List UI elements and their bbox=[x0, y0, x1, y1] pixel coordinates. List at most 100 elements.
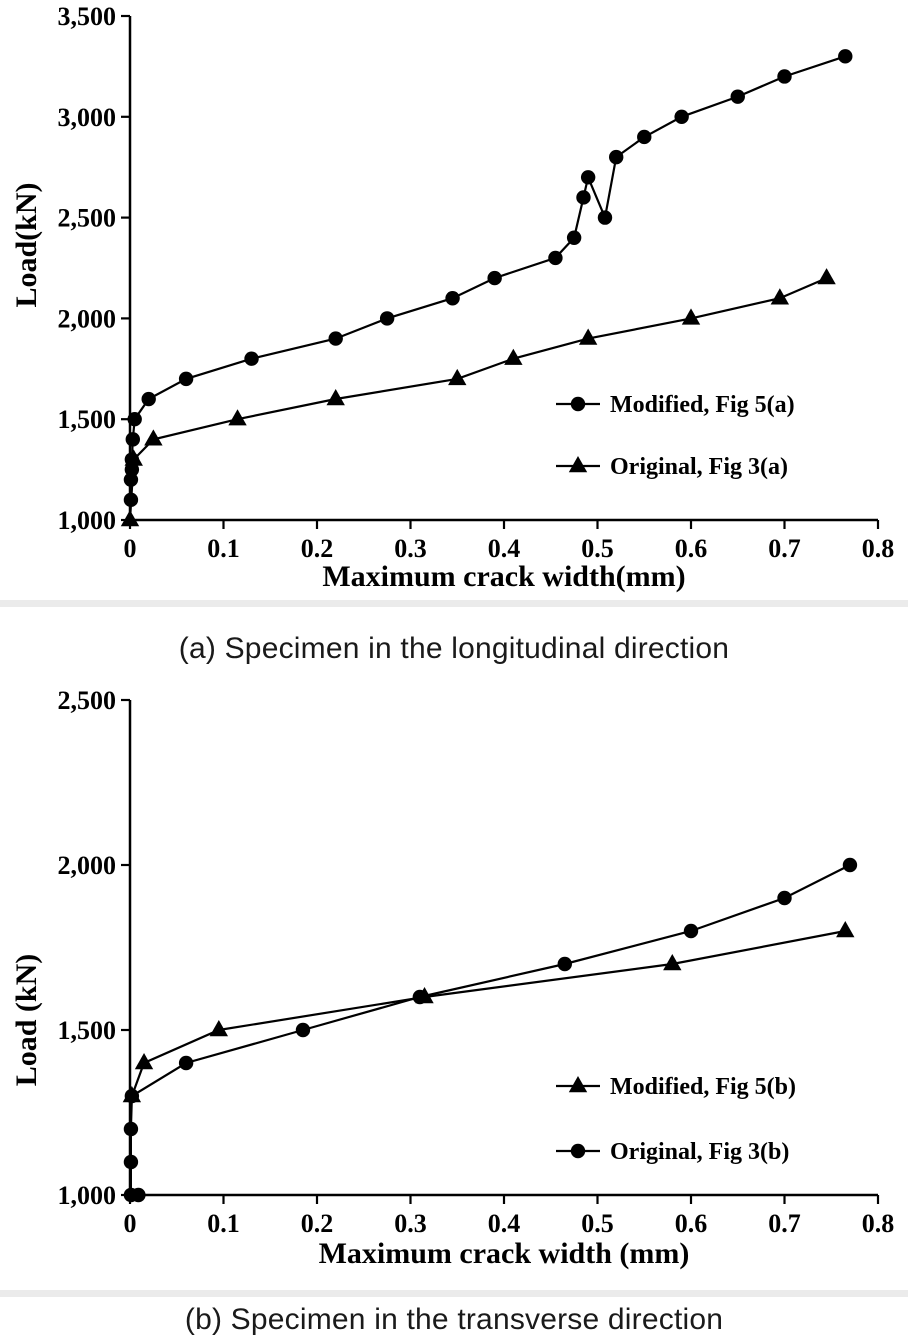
circle-marker bbox=[548, 250, 563, 266]
triangle-marker bbox=[209, 1020, 229, 1037]
circle-marker bbox=[178, 1055, 194, 1071]
triangle-marker bbox=[504, 348, 523, 365]
x-tick-label: 0.2 bbox=[301, 1209, 334, 1238]
circle-marker bbox=[487, 270, 502, 286]
legend-triangle-marker bbox=[568, 456, 588, 473]
legend-circle-marker bbox=[570, 396, 586, 412]
circle-marker bbox=[838, 49, 853, 64]
circle-marker bbox=[580, 170, 596, 185]
chart-a-canvas: 1,000 1,500 2,000 2,500 3,000 3,500 0 0.1 0.2 0.3… bbox=[10, 2, 895, 593]
circle-marker bbox=[674, 109, 689, 125]
circle-marker bbox=[777, 890, 792, 906]
circle-marker bbox=[123, 1154, 139, 1170]
circle-marker bbox=[379, 311, 395, 326]
axes bbox=[128, 700, 878, 1197]
figure-a: 1,000 1,500 2,000 2,500 3,000 3,500 0 0.1 0.2 0.3… bbox=[0, 2, 908, 690]
x-tick-label: 0.1 bbox=[207, 534, 240, 563]
circle-marker bbox=[683, 923, 699, 939]
separator-line bbox=[0, 1290, 908, 1297]
circle-marker bbox=[557, 956, 572, 972]
y-tick-label: 1,000 bbox=[58, 1181, 117, 1210]
circle-marker bbox=[445, 291, 460, 306]
chart-b-plot: 1,000 1,500 2,000 2,500 0 0.1 0.2 0.3 0.4 0.5 0.6 0… bbox=[58, 690, 895, 1238]
circle-marker bbox=[125, 432, 141, 447]
circle-marker bbox=[178, 371, 194, 387]
circle-marker bbox=[566, 230, 582, 245]
chart-b-y-axis-label: Load (kN) bbox=[10, 954, 43, 1087]
y-tick-label: 1,500 bbox=[58, 1016, 117, 1045]
series-modified bbox=[123, 49, 853, 508]
triangle-marker bbox=[681, 308, 701, 325]
triangle-marker bbox=[326, 389, 345, 406]
circle-marker bbox=[124, 1088, 140, 1104]
x-tick-label: 0.8 bbox=[862, 1209, 895, 1238]
chart-a-plot: 1,000 1,500 2,000 2,500 3,000 3,500 0 0.1 0.2 0.3… bbox=[58, 2, 895, 563]
triangle-marker bbox=[144, 429, 163, 446]
x-tick-label: 0.7 bbox=[768, 1209, 801, 1238]
y-tick-label: 2,000 bbox=[58, 851, 117, 880]
circle-marker bbox=[637, 129, 652, 145]
y-tick-label: 2,500 bbox=[58, 204, 117, 233]
legend: Modified, Fig 5(a) Original, Fig 3(a) bbox=[556, 392, 795, 480]
figure-a-caption-text: (a) Specimen in the longitudinal directi… bbox=[178, 631, 730, 665]
x-tick-label: 0 bbox=[124, 534, 137, 563]
legend-label: Modified, Fig 5(a) bbox=[610, 392, 795, 418]
legend-circle-marker bbox=[570, 1143, 586, 1159]
x-tick-label: 0.1 bbox=[207, 1209, 240, 1238]
separator-line bbox=[0, 600, 908, 607]
figure-a-caption: (a) Specimen in the longitudinal directi… bbox=[0, 600, 908, 690]
circle-marker bbox=[123, 1121, 139, 1137]
series-original bbox=[123, 857, 858, 1203]
figure-b: 1,000 1,500 2,000 2,500 0 0.1 0.2 0.3 0.4 0.5 0.6 0… bbox=[0, 690, 908, 1342]
circle-marker bbox=[124, 462, 140, 477]
circle-marker bbox=[328, 331, 343, 346]
x-tick-label: 0.5 bbox=[581, 1209, 614, 1238]
figure-b-caption: (b) Specimen in the transverse direction bbox=[0, 1290, 908, 1342]
figure-b-caption-text: (b) Specimen in the transverse direction bbox=[184, 1302, 724, 1336]
circle-marker bbox=[777, 69, 792, 84]
circle-marker bbox=[576, 190, 591, 205]
chart-a-y-axis-label: Load(kN) bbox=[10, 182, 43, 307]
triangle-marker bbox=[663, 954, 682, 971]
circle-marker bbox=[123, 1187, 139, 1203]
triangle-marker bbox=[124, 449, 143, 466]
x-tick-label: 0.6 bbox=[675, 1209, 708, 1238]
triangle-marker bbox=[817, 268, 836, 285]
legend-label: Modified, Fig 5(b) bbox=[610, 1074, 796, 1100]
y-tick-label: 3,000 bbox=[58, 103, 117, 132]
x-tick-label: 0.3 bbox=[394, 1209, 427, 1238]
circle-marker bbox=[730, 89, 745, 104]
triangle-marker bbox=[836, 921, 855, 938]
legend-label: Original, Fig 3(b) bbox=[610, 1139, 789, 1165]
y-tick-label: 2,500 bbox=[58, 690, 117, 715]
triangle-marker bbox=[134, 1053, 154, 1070]
legend: Modified, Fig 5(b) Original, Fig 3(b) bbox=[556, 1074, 796, 1165]
chart-b-canvas: 1,000 1,500 2,000 2,500 0 0.1 0.2 0.3 0.4 0.5 0.6 0… bbox=[10, 690, 895, 1270]
triangle-marker bbox=[578, 328, 598, 345]
triangle-marker bbox=[228, 409, 247, 426]
circle-marker bbox=[127, 412, 142, 427]
x-tick-label: 0.4 bbox=[488, 534, 521, 563]
x-tick-label: 0 bbox=[124, 1209, 137, 1238]
circle-marker bbox=[412, 989, 428, 1005]
series-line bbox=[130, 929, 846, 1097]
x-tick-label: 0.3 bbox=[394, 534, 427, 563]
x-tick-label: 0.7 bbox=[768, 534, 801, 563]
series-original bbox=[120, 268, 836, 527]
triangle-marker bbox=[770, 288, 790, 305]
chart-a-x-axis-label: Maximum crack width(mm) bbox=[322, 560, 685, 593]
x-tick-label: 0.8 bbox=[862, 534, 895, 563]
circle-marker bbox=[842, 857, 858, 873]
axes bbox=[128, 16, 878, 522]
chart-b-x-axis-label: Maximum crack width (mm) bbox=[319, 1237, 690, 1270]
circle-marker bbox=[141, 391, 156, 407]
y-tick-label: 2,000 bbox=[58, 304, 117, 333]
x-tick-label: 0.6 bbox=[675, 534, 708, 563]
legend-triangle-marker bbox=[568, 1076, 588, 1093]
circle-marker bbox=[597, 210, 613, 225]
y-tick-label: 3,500 bbox=[58, 2, 117, 31]
x-tick-label: 0.2 bbox=[301, 534, 334, 563]
y-tick-label: 1,500 bbox=[58, 405, 117, 434]
x-tick-label: 0.5 bbox=[581, 534, 614, 563]
